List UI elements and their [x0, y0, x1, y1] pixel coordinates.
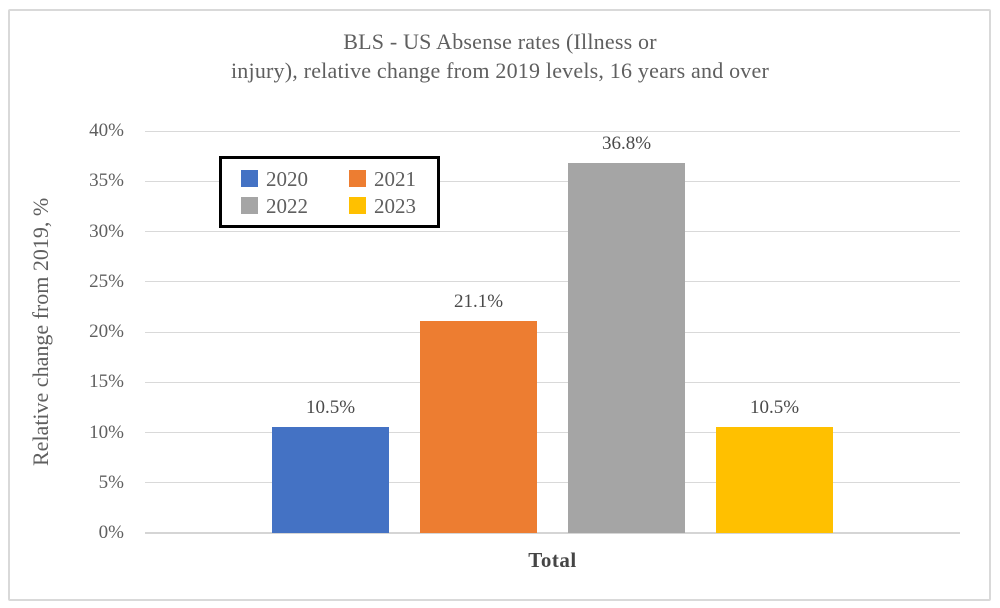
- legend-swatch-icon: [241, 170, 258, 187]
- gridline-0: [145, 532, 960, 534]
- bar-2023: [716, 427, 833, 533]
- gridline-10: [145, 432, 960, 433]
- bar-2022: [568, 163, 685, 533]
- legend-label: 2021: [374, 166, 416, 191]
- bar-2021: [420, 320, 537, 533]
- legend-item-2020: 2020: [241, 168, 349, 190]
- legend-swatch-icon: [349, 197, 366, 214]
- bar-data-label-2021: 21.1%: [453, 290, 504, 312]
- y-tick-label-30: 30%: [89, 220, 124, 242]
- y-tick-label-40: 40%: [89, 120, 124, 141]
- y-tick-label-35: 35%: [89, 170, 124, 192]
- chart-title-line1: BLS - US Absense rates (Illness or: [343, 29, 657, 54]
- bar-2020: [272, 427, 389, 533]
- gridline-25: [145, 281, 960, 283]
- y-tick-label-15: 15%: [89, 371, 124, 393]
- legend: 2020 2021 2022 2023: [219, 156, 440, 228]
- legend-label: 2023: [374, 193, 416, 218]
- plot-area: 10.5% 21.1% 36.8% 10.5%: [145, 130, 960, 534]
- y-tick-label-25: 25%: [89, 270, 124, 292]
- legend-item-2022: 2022: [241, 195, 349, 217]
- bar-data-label-2022: 36.8%: [601, 133, 652, 155]
- legend-label: 2022: [266, 193, 308, 218]
- y-tick-label-0: 0%: [98, 522, 124, 543]
- chart-border-frame: [8, 9, 991, 601]
- legend-label: 2020: [266, 166, 308, 191]
- gridline-30: [145, 231, 960, 232]
- gridline-5: [145, 482, 960, 484]
- gridline-35: [145, 180, 960, 182]
- chart-title-line2: injury), relative change from 2019 level…: [231, 58, 769, 83]
- bar-data-label-2020: 10.5%: [305, 397, 356, 419]
- gridline-20: [145, 331, 960, 333]
- legend-swatch-icon: [241, 197, 258, 214]
- legend-swatch-icon: [349, 170, 366, 187]
- gridline-40: [145, 130, 960, 132]
- y-tick-label-5: 5%: [98, 471, 124, 493]
- y-tick-label-10: 10%: [89, 421, 124, 443]
- legend-item-2021: 2021: [349, 168, 437, 190]
- gridline-15: [145, 381, 960, 383]
- y-tick-label-20: 20%: [89, 321, 124, 342]
- legend-item-2023: 2023: [349, 195, 437, 217]
- bar-data-label-2023: 10.5%: [749, 397, 800, 419]
- x-axis-category-label: Total: [528, 548, 577, 572]
- chart-title: BLS - US Absense rates (Illness or injur…: [0, 27, 1000, 85]
